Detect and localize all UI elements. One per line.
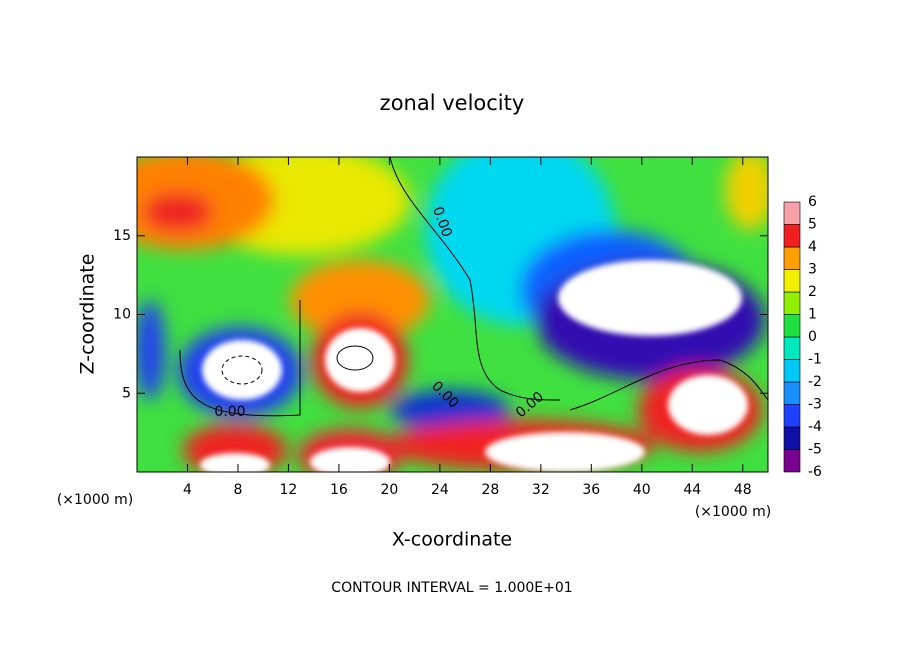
footer: CONTOUR INTERVAL = 1.000E+01: [331, 580, 572, 596]
y-axis-label: Z-coordinate: [77, 254, 99, 375]
colorbar-label: 3: [808, 262, 817, 278]
y-tick-label: 5: [122, 385, 131, 401]
x-tick-label: 44: [683, 482, 701, 498]
x-tick-label: 4: [183, 482, 192, 498]
x-tick-label: 16: [330, 482, 348, 498]
x-tick-label: 24: [431, 482, 449, 498]
x-tick-label: 12: [280, 482, 298, 498]
colorbar-label: -1: [808, 352, 822, 368]
x-tick-label: 36: [582, 482, 600, 498]
colorbar-bin: [783, 381, 801, 405]
x-axis-label: X-coordinate: [392, 529, 512, 551]
contour-label: 0.00: [214, 404, 245, 420]
colorbar-bin: [783, 224, 801, 248]
colorbar-bin: [783, 404, 801, 428]
x-tick-label: 32: [532, 482, 550, 498]
y-tick-label: 15: [113, 228, 131, 244]
colorbar-label: -5: [808, 442, 822, 458]
colorbar-label: 2: [808, 284, 817, 300]
colorbar-bin: [783, 336, 801, 360]
colorbar-label: -6: [808, 464, 822, 480]
chart-title: zonal velocity: [380, 91, 525, 115]
field: [137, 157, 768, 472]
colorbar-label: 1: [808, 307, 817, 323]
colorbar-label: 4: [808, 239, 817, 255]
colorbar-label: -2: [808, 374, 822, 390]
colorbar-label: -3: [808, 397, 822, 413]
x-tick-label: 20: [380, 482, 398, 498]
x-tick-label: 8: [233, 482, 242, 498]
colorbar-label: 5: [808, 217, 817, 233]
colorbar-label: 0: [808, 329, 817, 345]
x-unit: (×1000 m): [695, 504, 771, 520]
colorbar-bin: [783, 426, 801, 450]
x-unit: (×1000 m): [57, 492, 133, 508]
x-tick-label: 28: [481, 482, 499, 498]
colorbar-bin: [783, 246, 801, 270]
colorbar-bin: [783, 269, 801, 293]
colorbar-bin: [783, 359, 801, 383]
colorbar-label: -4: [808, 419, 822, 435]
x-tick-label: 40: [633, 482, 651, 498]
colorbar-bin: [783, 291, 801, 315]
colorbar-label: 6: [808, 194, 817, 210]
x-tick-label: 48: [734, 482, 752, 498]
colorbar-bin: [783, 449, 801, 473]
colorbar-bin: [783, 201, 801, 225]
y-tick-label: 10: [113, 307, 131, 323]
colorbar-bin: [783, 314, 801, 338]
